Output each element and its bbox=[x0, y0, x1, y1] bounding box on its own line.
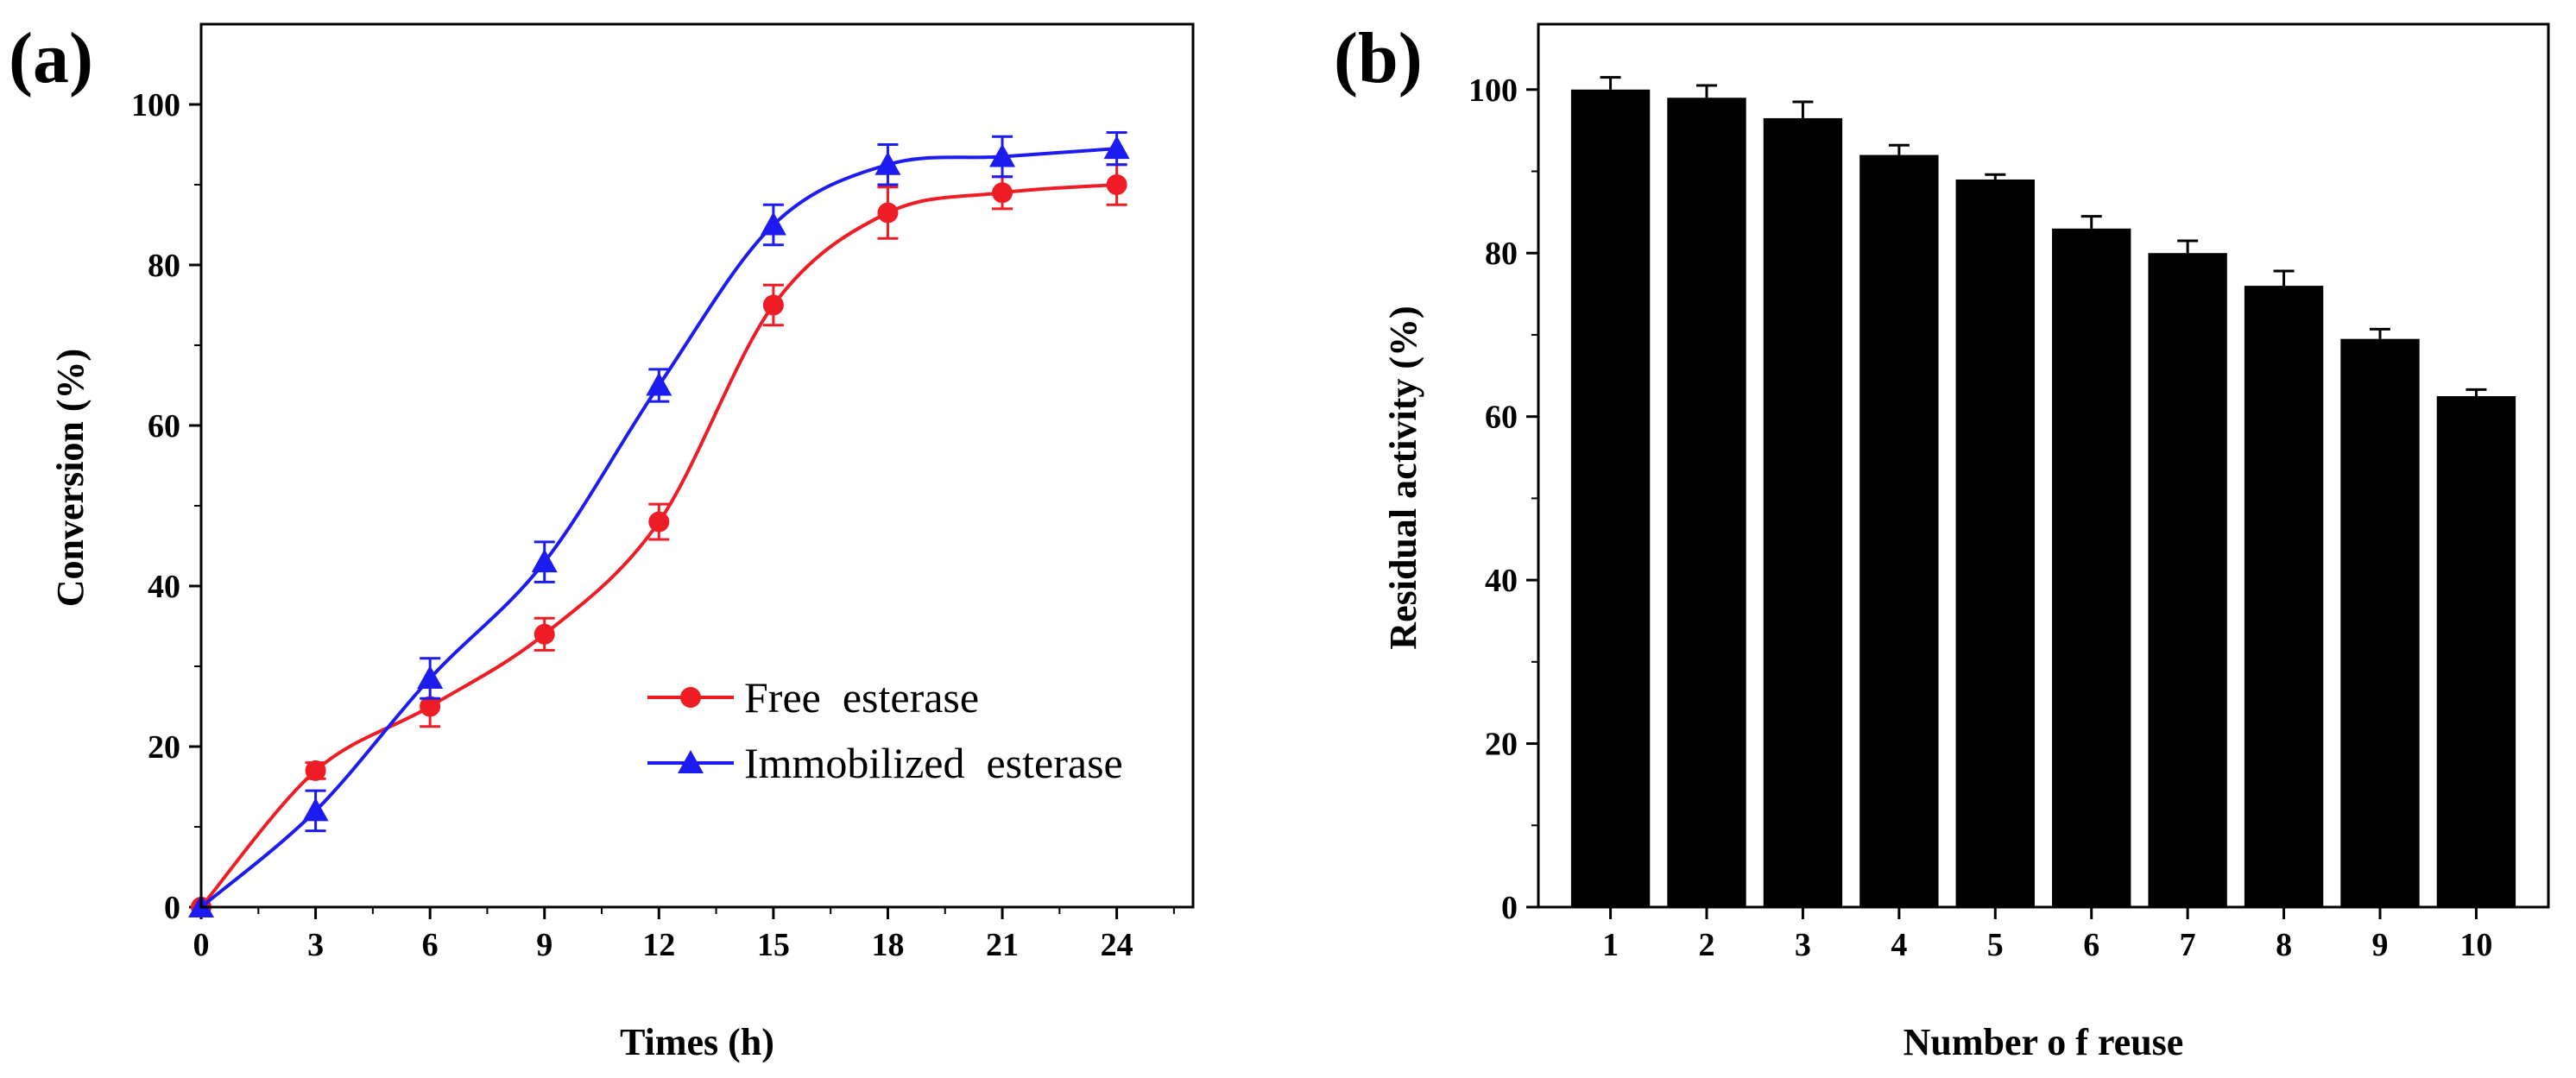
panel-b-bar bbox=[2148, 253, 2227, 907]
panel-a-data-point-0 bbox=[420, 696, 441, 717]
panel-b-bar bbox=[1763, 117, 1843, 908]
panel-a-legend-marker-0 bbox=[680, 687, 701, 708]
panel-b-x-tick-label: 9 bbox=[2372, 927, 2389, 963]
panel-b-x-tick-label: 8 bbox=[2276, 927, 2292, 963]
panel-a-y-tick-label: 40 bbox=[148, 569, 180, 605]
panel-a-line-chart: (a) 0 3 6 9 12 15 18 21 24 0 20 40 60 80 100 Times (h)… bbox=[9, 18, 1195, 1063]
panel-a-legend: Free esterase Immobilized esterase bbox=[647, 673, 1123, 787]
panel-a-data-point-0 bbox=[877, 202, 899, 224]
panel-b-bar-chart: (b) 0 20 40 60 80 100 1 2 3 4 5 6 7 8 9 10 Number o f r… bbox=[1334, 18, 2550, 1063]
panel-a-y-tick-label: 100 bbox=[131, 87, 180, 123]
panel-a-y-axis-title: Conversion (%) bbox=[49, 349, 92, 607]
panel-a-data-point-0 bbox=[534, 623, 555, 645]
panel-b-bar bbox=[1570, 89, 1651, 908]
panel-b-y-tick-label: 20 bbox=[1485, 727, 1518, 763]
panel-a-data-point-0 bbox=[1106, 174, 1127, 195]
panel-b-y-tick-label: 40 bbox=[1485, 563, 1518, 599]
panel-a-x-tick-label: 9 bbox=[536, 927, 552, 963]
panel-a-label: (a) bbox=[9, 18, 93, 98]
panel-a-legend-label-0: Free esterase bbox=[744, 673, 979, 722]
panel-a-x-tick-label: 3 bbox=[307, 927, 324, 963]
panel-a-plot-frame bbox=[199, 22, 1195, 909]
panel-b-x-tick-label: 7 bbox=[2180, 927, 2196, 963]
panel-b-bar bbox=[2244, 286, 2324, 908]
panel-a-x-tick-label: 15 bbox=[757, 927, 790, 963]
panel-a-x-tick-label: 18 bbox=[871, 927, 904, 963]
panel-a-legend-marker-1 bbox=[678, 750, 704, 773]
panel-a-series-line-1 bbox=[199, 147, 1117, 909]
panel-a-data-point-1 bbox=[417, 665, 444, 689]
panel-b-bar bbox=[2436, 395, 2516, 908]
panel-a-data-point-1 bbox=[989, 143, 1016, 167]
panel-b-bar bbox=[1859, 154, 1939, 908]
panel-b-bar bbox=[2340, 338, 2420, 907]
panel-a-data-point-1 bbox=[760, 211, 786, 236]
panel-a-data-point-1 bbox=[531, 549, 558, 573]
panel-a-series-line-0 bbox=[199, 183, 1117, 909]
panel-a-data-point-1 bbox=[874, 151, 901, 175]
panel-b-y-tick-label: 0 bbox=[1501, 890, 1518, 926]
panel-b-x-tick-label: 5 bbox=[1987, 927, 2004, 963]
panel-a-y-tick-label: 20 bbox=[148, 729, 180, 766]
panel-b-x-tick-label: 2 bbox=[1699, 927, 1715, 963]
panel-a-data-point-0 bbox=[762, 294, 784, 316]
panel-a-x-tick-label: 21 bbox=[986, 927, 1019, 963]
panel-b-bar bbox=[1667, 98, 1746, 907]
panel-b-x-tick-label: 6 bbox=[2083, 927, 2099, 963]
panel-a-data-point-0 bbox=[992, 182, 1013, 204]
panel-b-x-tick-label: 1 bbox=[1602, 927, 1619, 963]
panel-a-x-axis-title: Times (h) bbox=[620, 1021, 774, 1063]
panel-a-y-tick-label: 0 bbox=[164, 890, 180, 926]
panel-a-data-point-0 bbox=[305, 760, 326, 781]
panel-a-data-point-1 bbox=[646, 372, 672, 396]
panel-b-x-tick-label: 10 bbox=[2459, 927, 2492, 963]
panel-b-x-axis-title: Number o f reuse bbox=[1904, 1021, 2184, 1063]
panel-b-y-tick-label: 60 bbox=[1485, 400, 1518, 436]
panel-b-x-tick-label: 3 bbox=[1795, 927, 1811, 963]
panel-a-y-tick-label: 60 bbox=[148, 408, 180, 444]
panel-a-y-tick-label: 80 bbox=[148, 248, 180, 284]
panel-a-data-point-0 bbox=[648, 511, 670, 533]
panel-a-x-tick-label: 24 bbox=[1101, 927, 1133, 963]
panel-b-bar bbox=[2052, 228, 2131, 907]
panel-b-y-tick-label: 80 bbox=[1485, 236, 1518, 272]
panel-a-x-tick-label: 12 bbox=[642, 927, 675, 963]
panel-b-bar bbox=[1955, 179, 2035, 907]
panel-a-x-tick-label: 6 bbox=[422, 927, 439, 963]
panel-a-data-point-1 bbox=[302, 797, 329, 822]
panel-b-y-tick-label: 100 bbox=[1468, 72, 1518, 109]
panel-b-plot-frame bbox=[1537, 22, 2550, 909]
panel-a-data-point-1 bbox=[1103, 136, 1130, 160]
panel-a-legend-label-1: Immobilized esterase bbox=[744, 739, 1123, 787]
panel-a-x-tick-label: 0 bbox=[193, 927, 210, 963]
panel-b-x-tick-label: 4 bbox=[1891, 927, 1907, 963]
panel-b-label: (b) bbox=[1334, 18, 1423, 98]
panel-b-y-axis-title: Residual activity (%) bbox=[1382, 306, 1424, 649]
